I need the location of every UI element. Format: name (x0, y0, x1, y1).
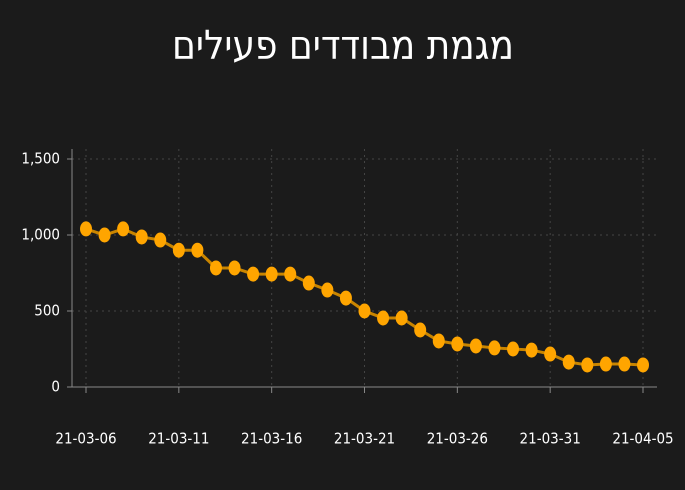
y-tick-label: 500 (34, 302, 60, 320)
point (80, 221, 92, 237)
point (562, 354, 575, 370)
point (321, 282, 334, 298)
x-tick-label: 21-03-16 (241, 430, 302, 448)
point (544, 346, 557, 362)
point (432, 333, 445, 349)
point (507, 341, 520, 357)
point (618, 356, 631, 372)
point (98, 227, 111, 243)
point (339, 290, 352, 306)
x-tick-label: 21-03-21 (334, 430, 395, 448)
point (154, 232, 167, 248)
y-tick-label: 1,500 (21, 150, 60, 168)
point (228, 260, 241, 276)
point (599, 356, 612, 372)
point (395, 310, 408, 326)
point (469, 338, 482, 354)
point (414, 322, 427, 338)
x-tick-label: 21-03-11 (148, 430, 209, 448)
point (488, 340, 501, 356)
point (451, 336, 464, 352)
x-tick-label: 21-03-31 (520, 430, 581, 448)
point (284, 266, 297, 282)
point (637, 357, 649, 373)
point (191, 242, 204, 258)
point (358, 303, 371, 319)
point (525, 342, 538, 358)
point (302, 275, 315, 291)
point (135, 229, 148, 245)
point (247, 266, 260, 282)
point (209, 260, 222, 276)
point (265, 266, 278, 282)
point (377, 310, 390, 326)
x-tick-label: 21-03-26 (427, 430, 488, 448)
point (117, 221, 130, 237)
point (581, 357, 594, 373)
x-tick-label: 21-03-06 (55, 430, 116, 448)
y-tick-label: 0 (51, 378, 60, 396)
chart-title: מגמת מבודדים פעילים (172, 23, 514, 69)
x-tick-label: 21-04-05 (612, 430, 673, 448)
y-tick-label: 1,000 (21, 226, 60, 244)
point (172, 242, 185, 258)
